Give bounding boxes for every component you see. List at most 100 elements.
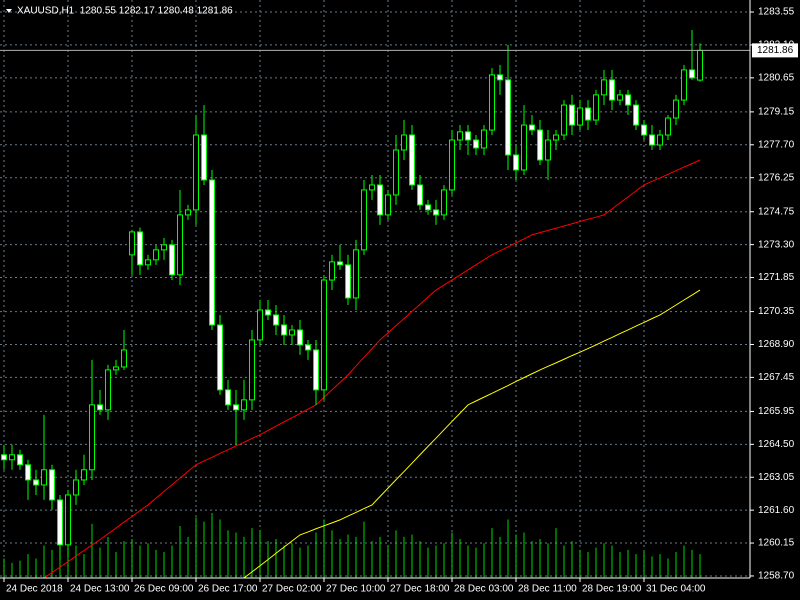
candle-body — [361, 189, 367, 251]
candle-body — [17, 454, 23, 466]
candle-body — [185, 209, 191, 216]
candle-body — [329, 261, 335, 281]
candle-body — [625, 94, 631, 106]
candle-body — [633, 104, 639, 126]
candle-body — [617, 94, 623, 101]
x-tick-label: 27 Dec 18:00 — [390, 584, 450, 595]
candle-body — [569, 104, 575, 126]
candle-body — [225, 389, 231, 406]
current-price-label: 1281.86 — [757, 45, 794, 56]
candle-body — [401, 134, 407, 151]
moving-average — [43, 159, 701, 579]
candle-body — [513, 154, 519, 171]
candle-body — [497, 74, 503, 81]
candle-body — [313, 349, 319, 391]
y-tick-label: 1273.30 — [758, 239, 795, 250]
candle-body — [9, 454, 15, 461]
candle-body — [337, 261, 343, 266]
candle-body — [97, 404, 103, 411]
candle-body — [473, 139, 479, 149]
candle-body — [385, 194, 391, 216]
candle-body — [57, 499, 63, 546]
candle-body — [33, 479, 39, 486]
candle-body — [105, 369, 111, 411]
candle-body — [273, 314, 279, 326]
candle-body — [593, 94, 599, 121]
x-tick-label: 24 Dec 2018 — [6, 584, 63, 595]
candle-body — [113, 366, 119, 371]
candle-body — [49, 469, 55, 501]
candle-body — [465, 131, 471, 141]
candle-body — [417, 184, 423, 206]
candle-body — [449, 139, 455, 191]
x-tick-label: 24 Dec 13:00 — [70, 584, 130, 595]
y-tick-label: 1263.05 — [758, 472, 795, 483]
candle-body — [521, 124, 527, 171]
x-tick-label: 28 Dec 03:00 — [454, 584, 514, 595]
candle-body — [665, 117, 671, 136]
y-tick-label: 1265.95 — [758, 406, 795, 417]
candle-body — [345, 264, 351, 299]
y-tick-label: 1261.60 — [758, 505, 795, 516]
candle-body — [297, 329, 303, 346]
x-tick-label: 26 Dec 09:00 — [134, 584, 194, 595]
y-tick-label: 1260.15 — [758, 538, 795, 549]
candle-body — [81, 469, 87, 481]
candle-body — [577, 107, 583, 126]
y-tick-label: 1279.15 — [758, 107, 795, 118]
y-tick-label: 1268.90 — [758, 339, 795, 350]
candle-body — [153, 249, 159, 261]
candle-body — [585, 107, 591, 121]
candle-body — [409, 134, 415, 186]
chart-title: XAUUSD,H1 1280.55 1282.17 1280.48 1281.8… — [17, 6, 233, 17]
x-tick-label: 26 Dec 17:00 — [198, 584, 258, 595]
candle-body — [241, 399, 247, 411]
candle-body — [233, 404, 239, 411]
candle-body — [393, 149, 399, 196]
candle-body — [305, 344, 311, 351]
candle-body — [673, 99, 679, 119]
candle-body — [41, 469, 47, 486]
candle-body — [289, 329, 295, 336]
candle-body — [161, 244, 167, 251]
x-tick-label: 27 Dec 10:00 — [326, 584, 386, 595]
candle-body — [489, 74, 495, 131]
candle-body — [89, 404, 95, 471]
candle-body — [601, 79, 607, 96]
candle-body — [689, 69, 695, 79]
candle-body — [609, 79, 615, 101]
moving-average — [243, 289, 701, 579]
candle-body — [649, 134, 655, 146]
candle-body — [321, 279, 327, 391]
candle-body — [537, 129, 543, 161]
candle-body — [121, 349, 127, 368]
y-tick-label: 1283.55 — [758, 7, 795, 18]
candle-body — [457, 131, 463, 141]
x-tick-label: 31 Dec 04:00 — [646, 584, 706, 595]
candle-body — [169, 244, 175, 276]
y-tick-label: 1270.35 — [758, 306, 795, 317]
current-price-box — [752, 43, 798, 58]
candle-body — [257, 309, 263, 341]
y-tick-label: 1258.70 — [758, 571, 795, 582]
candle-body — [425, 204, 431, 211]
candle-body — [353, 249, 359, 299]
y-tick-label: 1274.75 — [758, 206, 795, 217]
candle-body — [377, 184, 383, 216]
menu-triangle[interactable] — [6, 9, 12, 13]
y-tick-label: 1267.45 — [758, 372, 795, 383]
x-tick-label: 28 Dec 11:00 — [518, 584, 577, 595]
y-tick-label: 1271.85 — [758, 272, 795, 283]
candle-body — [217, 324, 223, 391]
candle-body — [697, 49, 703, 81]
x-tick-label: 27 Dec 02:00 — [262, 584, 322, 595]
x-tick-label: 28 Dec 19:00 — [582, 584, 642, 595]
candle-body — [129, 231, 135, 256]
candle-body — [681, 69, 687, 101]
y-tick-label: 1277.70 — [758, 139, 795, 150]
candle-body — [553, 134, 559, 141]
candle-body — [265, 309, 271, 316]
y-tick-label: 1276.25 — [758, 172, 795, 183]
